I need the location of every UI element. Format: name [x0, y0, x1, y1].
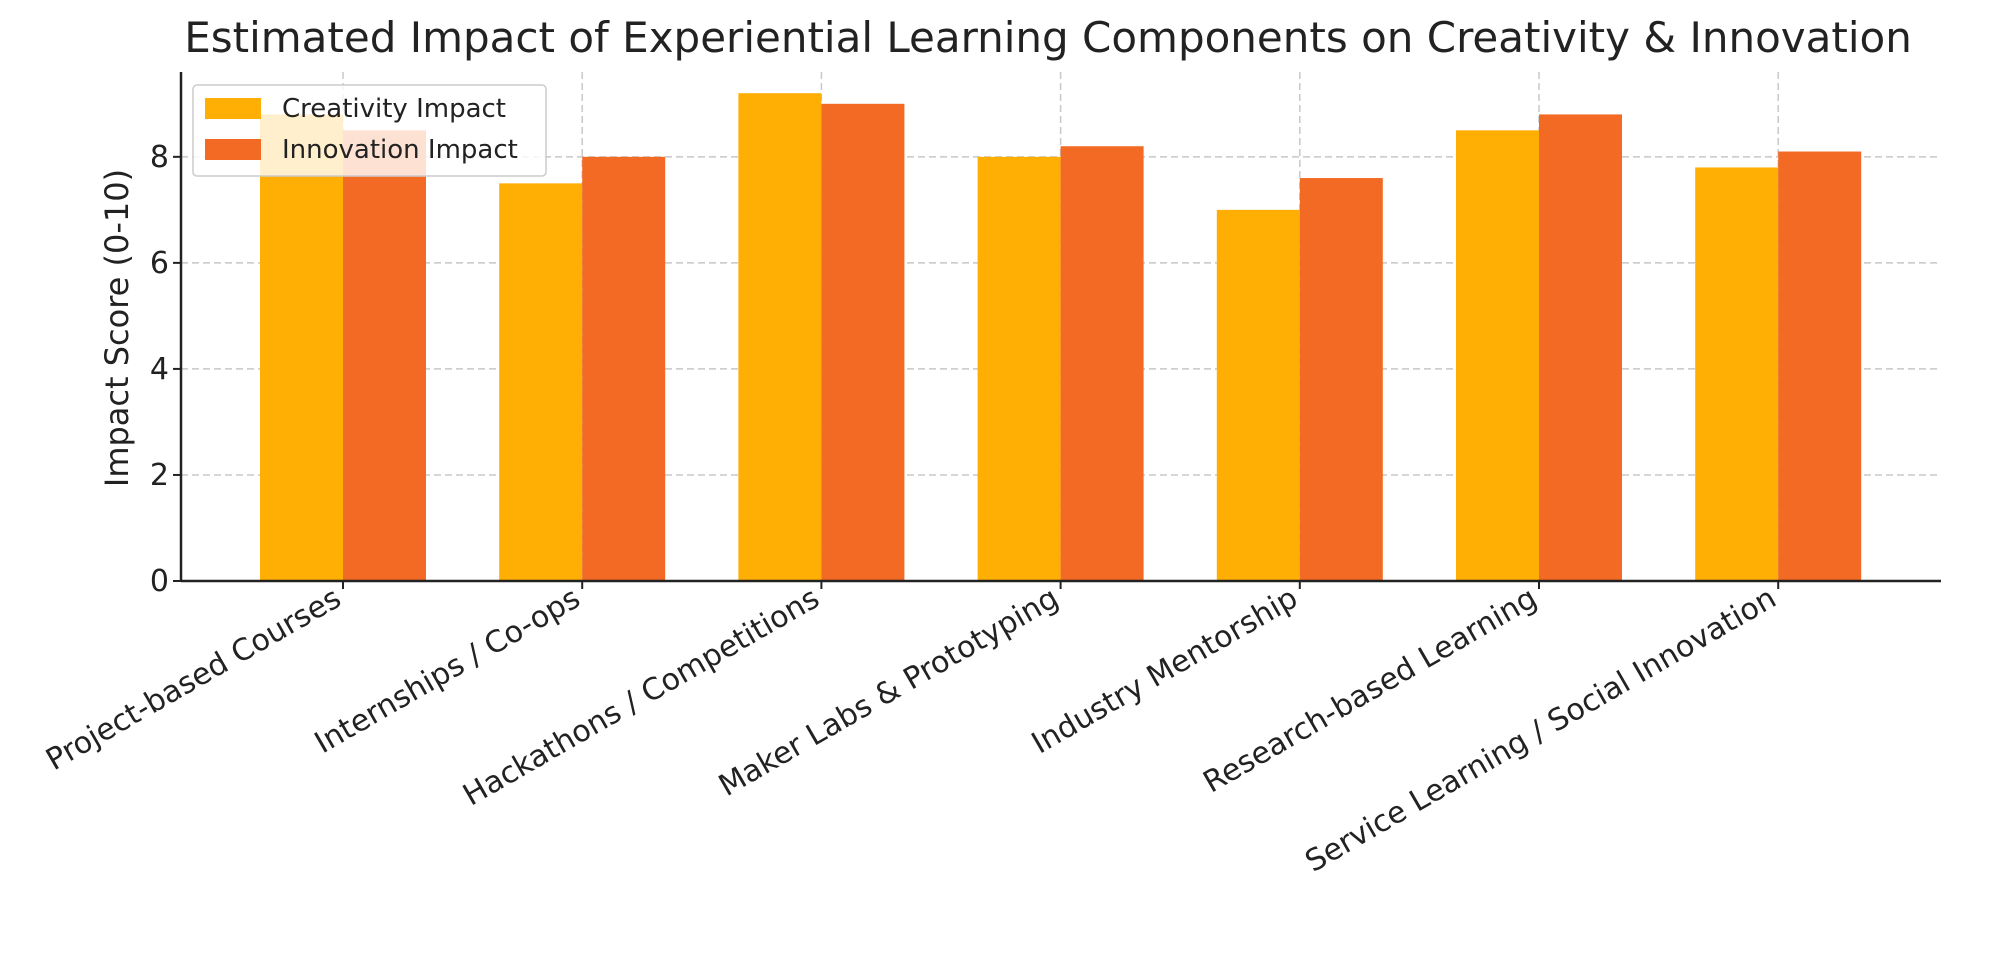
bar-creativity [1695, 167, 1779, 581]
bars-layer [260, 93, 1862, 582]
bar-creativity [977, 156, 1061, 582]
y-tick-label: 8 [150, 140, 169, 175]
x-tick-label: Project-based Courses [40, 581, 347, 778]
bar-creativity [1216, 209, 1300, 581]
bar-creativity [738, 93, 822, 581]
legend-label-creativity: Creativity Impact [282, 94, 506, 124]
y-tick-label: 6 [150, 246, 169, 281]
bar-innovation [1778, 151, 1862, 581]
bar-creativity [260, 114, 343, 582]
bar-innovation [1060, 146, 1144, 581]
legend-box [192, 84, 547, 177]
legend-swatch-innovation [205, 139, 261, 160]
y-tick-label: 2 [150, 458, 169, 493]
bar-innovation [1299, 178, 1383, 581]
legend-swatch-creativity [205, 98, 261, 119]
y-tick-label: 4 [150, 352, 169, 387]
bar-innovation [582, 156, 666, 582]
y-axis-label: Impact Score (0-10) [98, 169, 136, 487]
bar-innovation [821, 103, 905, 581]
bar-creativity [499, 183, 583, 581]
axes-layer [173, 72, 1941, 589]
chart-title: Estimated Impact of Experiential Learnin… [184, 13, 1912, 62]
y-tick-label: 0 [150, 564, 169, 599]
legend-label-innovation: Innovation Impact [282, 135, 518, 165]
bar-creativity [1456, 130, 1539, 581]
x-tick-label: Service Learning / Social Innovation [1300, 581, 1783, 880]
legend: Creativity Impact Innovation Impact [192, 84, 547, 177]
bar-innovation [343, 130, 426, 581]
bar-innovation [1539, 114, 1622, 582]
